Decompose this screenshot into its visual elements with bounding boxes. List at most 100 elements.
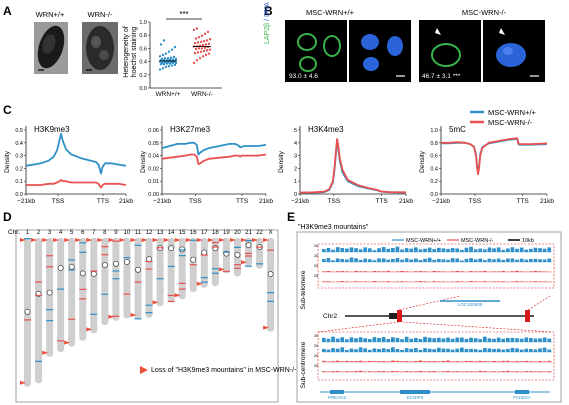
e-track-bar <box>533 371 538 372</box>
mountain-mark <box>145 312 153 314</box>
e-track-bar <box>345 339 349 342</box>
e-track-bar <box>368 259 372 262</box>
c-series-line <box>300 138 407 194</box>
e-track-bar <box>460 361 464 362</box>
e-track-bar <box>483 361 487 362</box>
mountain-mark <box>101 246 109 248</box>
e-gene-bottom-3: FAHD2A <box>513 395 531 400</box>
e-track-bar <box>427 247 432 252</box>
chromosome-label: 17 <box>201 230 208 236</box>
e-track-bar <box>340 271 345 272</box>
e-track-bar <box>473 349 478 352</box>
e-track-bar <box>372 271 377 272</box>
mountain-mark <box>46 255 54 257</box>
e-track-bar <box>483 348 487 352</box>
e-track-bar <box>414 348 418 352</box>
e-track-bar <box>414 258 418 262</box>
e-track-bar <box>414 371 418 372</box>
c-y-tick-label: 0.1 <box>15 179 23 185</box>
chromosome-label: 21 <box>245 230 252 236</box>
loss-flag-icon <box>31 238 38 242</box>
cell-dna-wt-1 <box>361 34 379 50</box>
a-dot <box>202 49 206 53</box>
mountain-mark <box>245 265 252 267</box>
e-zoom-box-bottom <box>317 331 555 381</box>
loss-flag-icon <box>64 238 71 242</box>
chromosome-body <box>134 238 142 319</box>
c-x-tick-label: TSS <box>189 198 202 205</box>
centromere-marker <box>245 242 252 249</box>
a-dot <box>174 61 178 65</box>
a-dot <box>197 47 201 50</box>
loss-flag-icon <box>263 238 270 242</box>
e-track-bar <box>358 260 363 262</box>
e-track-bar <box>381 361 386 362</box>
e-track-bar <box>501 349 506 352</box>
e-track-bar <box>432 259 437 262</box>
e-track-bar <box>423 371 427 372</box>
centromere-marker <box>168 245 175 252</box>
a-dot <box>170 48 174 51</box>
e-track-bar <box>478 248 483 252</box>
c-y-label: Density <box>419 150 426 172</box>
e-track: 26 <box>314 244 552 253</box>
e-track-bar <box>432 338 437 342</box>
e-track-bar <box>400 371 404 372</box>
a-dot <box>203 46 207 49</box>
e-track-bar <box>542 347 547 352</box>
a-dot <box>195 27 199 30</box>
e-track-bar <box>395 360 400 362</box>
a-dot <box>161 53 165 57</box>
chromosome-15: 15 <box>174 230 186 300</box>
e-track-bar <box>538 371 542 372</box>
e-track-bar <box>432 270 437 272</box>
e-track-bar <box>450 371 455 372</box>
e-track-bar <box>409 248 414 253</box>
a-dot <box>158 55 162 58</box>
e-track-bar <box>345 259 349 262</box>
mountain-mark <box>156 278 164 280</box>
e-track-bar <box>533 349 538 352</box>
a-y-tick-label: 1.0 <box>139 20 147 26</box>
e-track-bar <box>331 336 335 342</box>
mountain-mark <box>145 268 153 270</box>
e-track-bar <box>492 259 496 262</box>
a-dot <box>159 43 163 46</box>
panel-c-charts: H3K9me3 0.0 0.1 0.2 0.3 0.4 0.5 Density −21kb TSS… <box>4 125 554 205</box>
loss-flag-icon <box>64 340 71 345</box>
panel-c-legend: MSC-WRN+/+ MSC-WRN-/- <box>470 108 537 127</box>
e-track-bar <box>519 258 524 262</box>
chromosome-20: 20 <box>229 230 241 277</box>
e-track-bar <box>340 347 345 352</box>
a-dot <box>194 47 198 51</box>
e-track-bar <box>437 337 441 342</box>
e-track-bar <box>478 271 483 272</box>
panel-d-chr-label: Chr. <box>8 229 20 236</box>
a-dot <box>173 45 177 49</box>
e-track-bar <box>460 347 464 352</box>
c-y-tick-label: 0.01 <box>148 179 159 185</box>
e-track-bar <box>464 258 469 262</box>
e-track-bar <box>381 348 386 352</box>
c-y-tick-label: 0.04 <box>148 154 159 160</box>
e-track-bar <box>464 338 469 342</box>
e-track-bar <box>510 361 515 362</box>
a-dot <box>192 28 196 32</box>
mountain-mark <box>46 320 54 322</box>
panel-e-tracks: 26 26 26 26 26 26 26 26 <box>314 243 555 381</box>
e-track-bar <box>496 337 501 342</box>
e-track-bar <box>354 338 358 342</box>
e-track-bar <box>529 361 533 362</box>
loss-flag-icon <box>108 314 115 319</box>
e-track-bar <box>326 371 331 372</box>
e-track-bar <box>404 258 409 262</box>
c-y-tick-label: 0.8 <box>430 141 438 147</box>
c-y-tick-label: 0.2 <box>15 166 23 172</box>
chromosome-label: 6 <box>81 230 85 236</box>
mountain-mark <box>189 264 197 266</box>
cell-dna-wt-2 <box>387 36 403 56</box>
a-dot <box>205 39 209 42</box>
e-track-bar <box>377 361 381 362</box>
c-y-label: Density <box>140 150 147 172</box>
loss-flag-icon <box>229 238 236 242</box>
